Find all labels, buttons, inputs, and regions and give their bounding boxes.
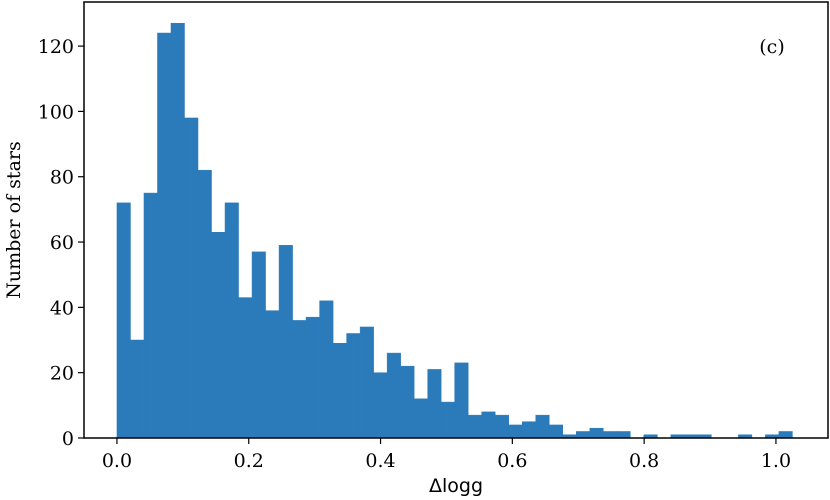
- plot-frame: [83, 1, 829, 439]
- bar: [508, 424, 523, 439]
- x-tick-label: 1.0: [761, 450, 791, 472]
- x-tick-label: 0.8: [629, 450, 659, 472]
- bar: [454, 362, 469, 439]
- x-tick-label: 0.6: [497, 450, 527, 472]
- bar: [305, 316, 320, 439]
- bar: [589, 427, 604, 439]
- y-tick-label: 80: [50, 167, 74, 189]
- x-tick-label: 0.0: [102, 450, 132, 472]
- bar: [576, 431, 591, 439]
- bar: [373, 372, 388, 439]
- bar: [494, 414, 509, 439]
- x-axis-label: Δlogg: [429, 475, 483, 497]
- bar: [521, 421, 536, 439]
- y-tick-label: 0: [62, 428, 74, 450]
- x-tick-label: 0.4: [365, 450, 395, 472]
- bar: [170, 22, 185, 439]
- y-tick-label: 40: [50, 297, 74, 319]
- bar: [481, 411, 496, 439]
- bar: [130, 339, 145, 439]
- y-tick-label: 60: [50, 232, 74, 254]
- bar: [413, 398, 428, 439]
- bar: [616, 431, 631, 439]
- bar: [265, 310, 280, 439]
- y-axis-label: Number of stars: [3, 141, 25, 298]
- bar: [427, 369, 442, 439]
- bar: [603, 431, 618, 439]
- y-tick-label: 20: [50, 363, 74, 385]
- bar: [535, 414, 550, 439]
- bar: [116, 202, 131, 439]
- bar: [251, 251, 266, 439]
- bar: [157, 32, 172, 439]
- bar: [238, 297, 253, 439]
- bar: [440, 401, 455, 439]
- bar: [359, 326, 374, 439]
- bar: [319, 300, 334, 439]
- bar: [197, 169, 212, 439]
- y-tick-label: 100: [38, 101, 74, 123]
- bar: [400, 365, 415, 439]
- bar: [224, 202, 239, 439]
- bar: [346, 333, 361, 439]
- bar: [332, 343, 347, 439]
- bar: [386, 352, 401, 439]
- bar: [184, 117, 199, 439]
- bar: [143, 192, 158, 439]
- bar: [278, 245, 293, 439]
- bar: [778, 431, 793, 439]
- bar: [548, 424, 564, 439]
- bar: [467, 414, 482, 439]
- annotation: (c): [759, 36, 784, 58]
- bar: [211, 231, 226, 439]
- bar: [292, 320, 307, 439]
- x-tick-label: 0.2: [234, 450, 264, 472]
- y-tick-label: 120: [38, 36, 74, 58]
